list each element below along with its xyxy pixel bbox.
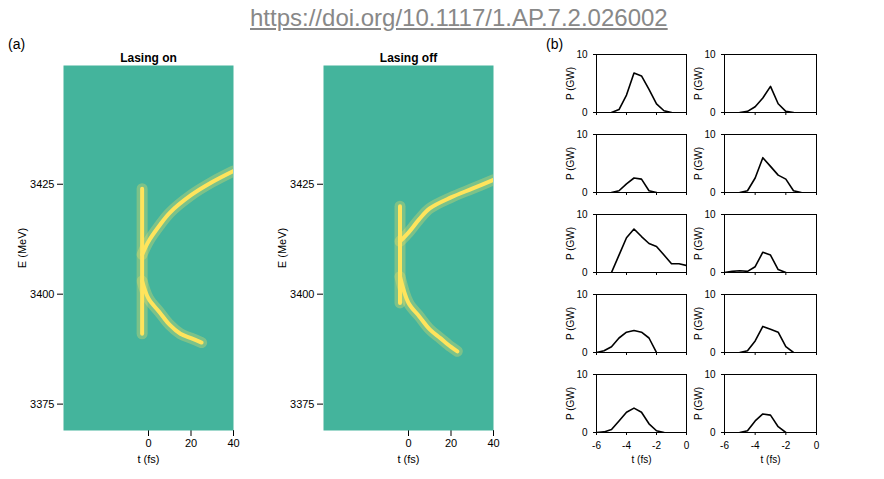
svg-text:P (GW): P (GW)	[693, 147, 704, 180]
svg-text:Lasing off: Lasing off	[380, 51, 438, 65]
svg-text:-2: -2	[652, 440, 661, 451]
svg-text:t (fs): t (fs)	[398, 453, 420, 465]
svg-text:P (GW): P (GW)	[693, 387, 704, 420]
svg-text:P (GW): P (GW)	[693, 227, 704, 260]
svg-text:10: 10	[576, 369, 588, 380]
svg-text:0: 0	[582, 187, 588, 198]
svg-text:P (GW): P (GW)	[565, 67, 576, 100]
svg-text:0: 0	[710, 347, 716, 358]
svg-text:10: 10	[704, 369, 716, 380]
svg-text:P (GW): P (GW)	[565, 147, 576, 180]
svg-text:10: 10	[704, 209, 716, 220]
html-text:(a): (a)	[8, 36, 26, 52]
svg-text:E (MeV): E (MeV)	[16, 228, 28, 268]
svg-text:10: 10	[576, 49, 588, 60]
svg-text:0: 0	[710, 107, 716, 118]
svg-text:10: 10	[704, 129, 716, 140]
svg-text:t (fs): t (fs)	[138, 453, 160, 465]
svg-text:3425: 3425	[30, 178, 54, 190]
svg-text:-4: -4	[622, 440, 631, 451]
svg-text:P (GW): P (GW)	[693, 307, 704, 340]
svg-text:0: 0	[582, 347, 588, 358]
svg-text:Lasing on: Lasing on	[120, 51, 177, 65]
svg-text:-6: -6	[592, 440, 601, 451]
svg-text:0: 0	[582, 267, 588, 278]
svg-text:P (GW): P (GW)	[565, 387, 576, 420]
svg-text:P (GW): P (GW)	[693, 67, 704, 100]
svg-text:0: 0	[710, 187, 716, 198]
svg-text:40: 40	[487, 437, 499, 449]
svg-text:P (GW): P (GW)	[565, 227, 576, 260]
svg-text:0: 0	[582, 427, 588, 438]
svg-text:3425: 3425	[290, 178, 314, 190]
svg-text:P (GW): P (GW)	[565, 307, 576, 340]
svg-text:-6: -6	[720, 440, 729, 451]
svg-text:0: 0	[582, 107, 588, 118]
svg-text:10: 10	[576, 209, 588, 220]
svg-text:t (fs): t (fs)	[632, 454, 652, 465]
svg-text:0: 0	[405, 437, 411, 449]
svg-text:10: 10	[576, 289, 588, 300]
svg-text:0: 0	[684, 440, 690, 451]
svg-text:10: 10	[704, 289, 716, 300]
svg-text:3375: 3375	[290, 398, 314, 410]
svg-text:10: 10	[704, 49, 716, 60]
svg-text:3400: 3400	[290, 288, 314, 300]
svg-text:0: 0	[710, 267, 716, 278]
svg-text:0: 0	[145, 437, 151, 449]
html-text:(b): (b)	[546, 36, 564, 52]
svg-text:E (MeV): E (MeV)	[276, 228, 288, 268]
svg-text:0: 0	[710, 427, 716, 438]
svg-text:3375: 3375	[30, 398, 54, 410]
svg-text:20: 20	[185, 437, 197, 449]
svg-text:3400: 3400	[30, 288, 54, 300]
svg-text:t (fs): t (fs)	[761, 454, 781, 465]
svg-text:40: 40	[227, 437, 239, 449]
html-text:https://doi.org/10.1117/1.AP.7: https://doi.org/10.1117/1.AP.7.2.026002	[250, 4, 668, 31]
svg-text:-2: -2	[781, 440, 790, 451]
svg-text:20: 20	[445, 437, 457, 449]
svg-text:-4: -4	[751, 440, 760, 451]
svg-text:0: 0	[814, 440, 820, 451]
svg-text:10: 10	[576, 129, 588, 140]
